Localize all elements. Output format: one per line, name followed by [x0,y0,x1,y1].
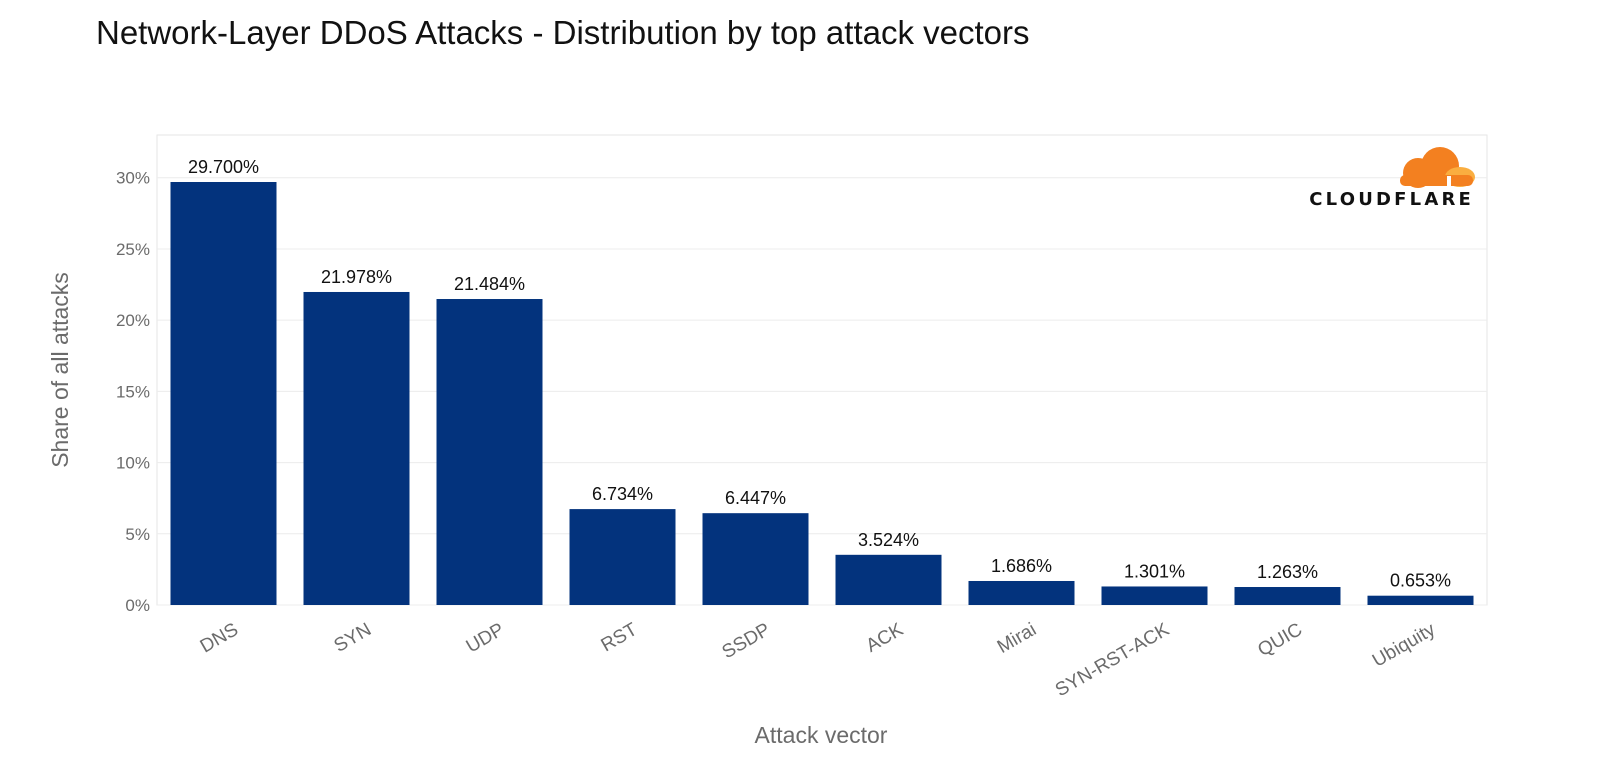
x-tick-label: DNS [197,619,242,657]
bar-udp [436,299,543,605]
bar-value-label: 21.484% [454,274,525,294]
chart-title: Network-Layer DDoS Attacks - Distributio… [96,14,1030,51]
x-tick-label: SYN [331,619,375,657]
x-tick-label: ACK [863,619,908,657]
bar-rst [569,509,676,605]
bar-value-label: 1.686% [991,556,1052,576]
cloud-icon [1400,147,1475,188]
x-tick-label: RST [598,619,642,656]
bars [170,182,1474,605]
x-tick-label: SYN-RST-ACK [1052,619,1173,701]
bar-value-label: 29.700% [188,157,259,177]
y-tick-label: 20% [116,311,150,330]
bar-value-label: 1.263% [1257,562,1318,582]
x-tick-label: UDP [463,619,508,657]
y-axis-ticks: 0% 5% 10% 15% 20% 25% 30% [116,169,150,615]
bar-ack [835,554,942,605]
bar-dns [170,182,277,605]
x-tick-label: Mirai [994,619,1040,658]
bar-value-label: 21.978% [321,267,392,287]
x-tick-label: QUIC [1254,619,1306,661]
bar-ubiquity [1367,595,1474,605]
bar-value-labels: 29.700% 21.978% 21.484% 6.734% 6.447% 3.524% 1… [188,157,1451,591]
bar-quic [1234,587,1341,605]
bar-syn-rst-ack [1101,586,1208,605]
logo-wordmark: CLOUDFLARE [1309,189,1474,210]
y-tick-label: 15% [116,382,150,401]
y-axis-label: Share of all attacks [47,272,73,468]
bar-value-label: 0.653% [1390,571,1451,591]
x-axis-ticks: DNS SYN UDP RST SSDP ACK Mirai SYN-RST-ACK QUIC U… [197,619,1440,701]
bar-value-label: 1.301% [1124,561,1185,581]
x-axis-label: Attack vector [755,722,888,748]
bar-value-label: 6.447% [725,488,786,508]
bar-mirai [968,580,1075,605]
y-tick-label: 5% [125,525,150,544]
bar-ssdp [702,513,809,605]
y-tick-label: 25% [116,240,150,259]
y-tick-label: 10% [116,454,150,473]
bar-syn [303,291,410,605]
y-tick-label: 0% [125,596,150,615]
bar-value-label: 6.734% [592,484,653,504]
cloudflare-logo: CLOUDFLARE [1309,147,1475,210]
y-tick-label: 30% [116,169,150,188]
x-tick-label: SSDP [719,619,774,663]
bar-value-label: 3.524% [858,530,919,550]
x-tick-label: Ubiquity [1369,619,1439,672]
